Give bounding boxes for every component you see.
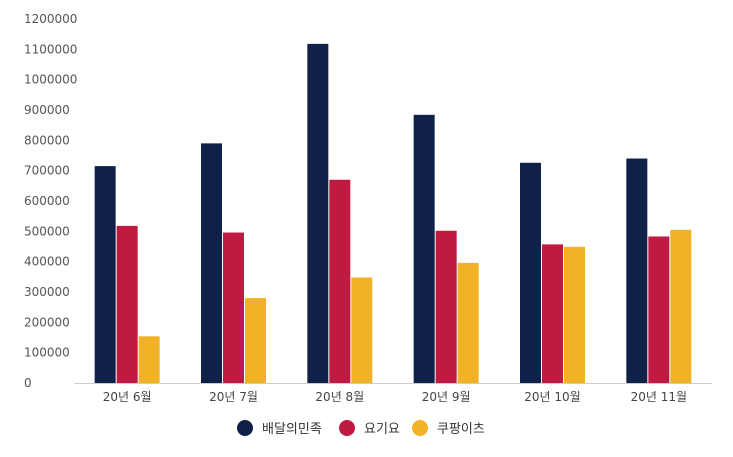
y-tick-label: 900000 bbox=[24, 103, 70, 117]
bar-1-2 bbox=[201, 143, 222, 383]
legend-label: 쿠팡이츠 bbox=[437, 422, 485, 437]
x-tick-label: 20년 9월 bbox=[422, 390, 471, 404]
y-tick-label: 500000 bbox=[24, 224, 70, 238]
x-tick-label: 20년 6월 bbox=[103, 390, 152, 404]
legend-marker bbox=[412, 420, 428, 436]
legend-label: 요기요 bbox=[364, 422, 400, 437]
bar-1-6 bbox=[626, 158, 648, 383]
y-tick-label: 600000 bbox=[24, 194, 70, 208]
bar-2-2 bbox=[223, 232, 244, 383]
bar-3-2 bbox=[245, 298, 266, 383]
legend-item-2[interactable]: 요기요 bbox=[339, 420, 400, 437]
legend-item-1[interactable]: 배달의민족 bbox=[237, 420, 322, 437]
bar-3-6 bbox=[670, 229, 692, 383]
y-tick-label: 700000 bbox=[24, 164, 70, 178]
y-tick-label: 1000000 bbox=[24, 73, 77, 87]
x-tick-label: 20년 10월 bbox=[524, 390, 580, 404]
legend-marker bbox=[339, 420, 355, 436]
x-axis: 20년 6월 20년 7월 20년 8월 20년 9월 20년 10월 20년 11월 bbox=[103, 390, 687, 404]
y-tick-label: 0 bbox=[24, 376, 32, 390]
bar-1-5 bbox=[520, 162, 541, 383]
bar-3-1 bbox=[138, 336, 160, 383]
y-tick-label: 200000 bbox=[24, 315, 70, 329]
y-tick-label: 100000 bbox=[24, 346, 70, 360]
bar-1-1 bbox=[94, 166, 116, 383]
bar-3-5 bbox=[564, 246, 585, 383]
bar-2-4 bbox=[435, 230, 457, 383]
x-tick-label: 20년 7월 bbox=[209, 390, 258, 404]
x-tick-label: 20년 11월 bbox=[631, 390, 687, 404]
bar-2-5 bbox=[542, 244, 563, 383]
bar-1-3 bbox=[307, 43, 329, 384]
y-tick-label: 400000 bbox=[24, 255, 70, 269]
bar-2-6 bbox=[648, 236, 670, 383]
bar-2-3 bbox=[329, 179, 351, 383]
bar-3-3 bbox=[351, 277, 373, 383]
legend-item-3[interactable]: 쿠팡이츠 bbox=[412, 420, 485, 437]
legend: 배달의민족 요기요 쿠팡이츠 bbox=[237, 420, 485, 437]
bar-3-4 bbox=[457, 262, 479, 383]
y-tick-label: 1100000 bbox=[24, 42, 77, 56]
bar-2-1 bbox=[116, 225, 138, 383]
y-tick-label: 300000 bbox=[24, 285, 70, 299]
bar-series bbox=[94, 43, 692, 384]
y-tick-label: 800000 bbox=[24, 133, 70, 147]
x-tick-label: 20년 8월 bbox=[315, 390, 364, 404]
y-tick-label: 1200000 bbox=[24, 12, 77, 26]
bar-1-4 bbox=[413, 114, 435, 383]
legend-marker bbox=[237, 420, 253, 436]
legend-label: 배달의민족 bbox=[262, 422, 322, 437]
y-axis: 0 100000 200000 300000 400000 500000 600000 700… bbox=[24, 12, 77, 390]
